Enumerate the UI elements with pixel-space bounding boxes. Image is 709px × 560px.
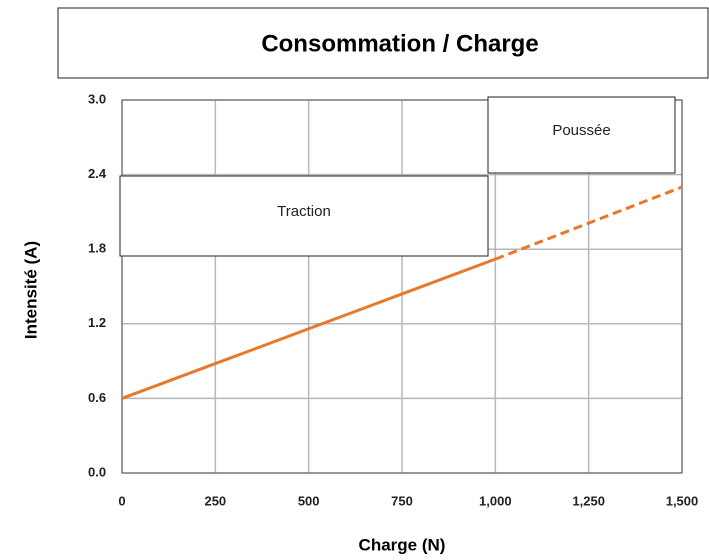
x-tick-label: 250 <box>204 493 226 508</box>
x-axis-label: Charge (N) <box>359 535 446 554</box>
y-tick-label: 0.6 <box>88 390 106 405</box>
line-series <box>494 185 683 261</box>
plot-frame <box>121 99 683 474</box>
annotation: Poussée <box>552 122 610 139</box>
x-tick-label: 0 <box>118 493 125 508</box>
title-box <box>57 7 709 79</box>
x-tick-label: 750 <box>391 493 413 508</box>
annotation: Traction <box>277 203 331 220</box>
x-tick-label: 1,000 <box>479 493 512 508</box>
line-series <box>121 257 496 400</box>
y-axis-label: Intensité (A) <box>21 241 40 339</box>
x-tick-label: 500 <box>298 493 320 508</box>
y-tick-label: 3.0 <box>88 91 106 106</box>
y-tick-label: 2.4 <box>88 166 107 181</box>
y-tick-label: 1.2 <box>88 315 106 330</box>
x-tick-label: 1,250 <box>572 493 605 508</box>
annotation-box <box>487 96 676 174</box>
chart-title: Consommation / Charge <box>261 30 538 57</box>
y-tick-label: 0.0 <box>88 464 106 479</box>
x-tick-label: 1,500 <box>666 493 699 508</box>
y-tick-label: 1.8 <box>88 241 106 256</box>
annotation-box <box>119 175 489 257</box>
